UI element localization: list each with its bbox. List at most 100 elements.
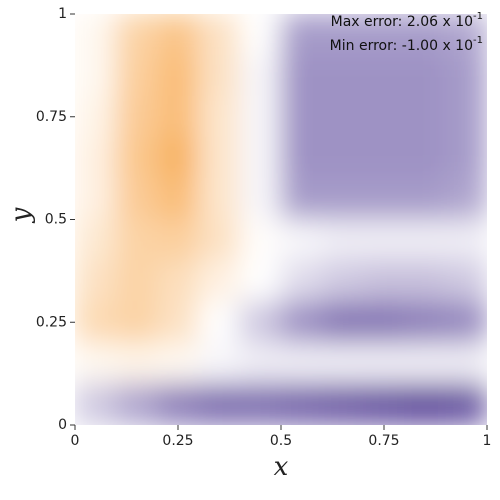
heatmap-cell: [115, 95, 158, 138]
heatmap-cell: [404, 383, 447, 425]
heatmap-cell: [445, 14, 487, 56]
heatmap-cell: [198, 301, 241, 344]
heatmap-cell: [75, 342, 117, 385]
heatmap-cell: [404, 136, 447, 179]
heatmap-cell: [239, 54, 282, 97]
heatmap-cell: [362, 383, 406, 425]
heatmap-cell: [280, 383, 323, 425]
y-tick-label: 0: [58, 417, 67, 433]
annotation: Min error: -1.00 x 10-1: [330, 35, 483, 54]
heatmap-cell: [445, 383, 487, 425]
heatmap-cell: [115, 219, 158, 262]
heatmap-cell: [156, 260, 200, 303]
heatmap-cell: [362, 260, 406, 303]
heatmap-cell: [75, 14, 117, 56]
heatmap-cell: [445, 260, 487, 303]
heatmap-cell: [75, 260, 117, 303]
annotation: Max error: 2.06 x 10-1: [331, 11, 483, 30]
heatmap-cell: [321, 54, 364, 97]
heatmap-cell: [445, 342, 487, 385]
heatmap-cell: [156, 219, 200, 262]
heatmap-cell: [362, 95, 406, 138]
y-tick-label: 0.25: [36, 314, 67, 330]
y-tick-label: 0.5: [45, 212, 67, 228]
annotation-text: Min error: -1.00 x 10: [330, 38, 473, 54]
heatmap: [75, 14, 487, 425]
heatmap-cell: [280, 14, 323, 56]
heatmap-cell: [239, 14, 282, 56]
annotation-exponent: -1: [473, 35, 483, 46]
heatmap-cell: [280, 260, 323, 303]
heatmap-cell: [156, 95, 200, 138]
heatmap-cell: [280, 219, 323, 262]
heatmap-cell: [198, 177, 241, 220]
heatmap-cell: [115, 14, 158, 56]
heatmap-cell: [75, 95, 117, 138]
heatmap-cell: [239, 219, 282, 262]
heatmap-cell: [115, 260, 158, 303]
heatmap-cell: [445, 95, 487, 138]
heatmap-cell: [404, 177, 447, 220]
heatmap-cell: [156, 136, 200, 179]
heatmap-cell: [239, 301, 282, 344]
annotation-text: Max error: 2.06 x 10: [331, 14, 473, 30]
heatmap-cell: [198, 383, 241, 425]
heatmap-cell: [404, 301, 447, 344]
heatmap-cell: [198, 136, 241, 179]
heatmap-cell: [321, 260, 364, 303]
heatmap-cell: [75, 383, 117, 425]
heatmap-cell: [404, 95, 447, 138]
heatmap-cell: [321, 136, 364, 179]
heatmap-cell: [239, 260, 282, 303]
heatmap-cell: [239, 177, 282, 220]
heatmap-cell: [156, 54, 200, 97]
heatmap-cell: [198, 14, 241, 56]
heatmap-cell: [321, 301, 364, 344]
heatmap-cell: [198, 95, 241, 138]
heatmap-cell: [198, 219, 241, 262]
heatmap-cell: [321, 95, 364, 138]
heatmap-cell: [156, 177, 200, 220]
x-tick-label: 0.25: [162, 433, 193, 449]
heatmap-cell: [115, 177, 158, 220]
y-axis-label: y: [6, 207, 36, 223]
y-tick-label: 0.75: [36, 109, 67, 125]
heatmap-cell: [75, 301, 117, 344]
heatmap-cell: [156, 14, 200, 56]
heatmap-cell: [445, 136, 487, 179]
x-axis-label: x: [274, 452, 289, 482]
heatmap-cell: [280, 301, 323, 344]
heatmap-cell: [75, 136, 117, 179]
heatmap-cell: [198, 260, 241, 303]
heatmap-cell: [115, 136, 158, 179]
heatmap-cell: [362, 342, 406, 385]
heatmap-cell: [239, 95, 282, 138]
heatmap-cell: [445, 219, 487, 262]
heatmap-cell: [75, 219, 117, 262]
x-tick-label: 0: [71, 433, 80, 449]
heatmap-cell: [321, 177, 364, 220]
heatmap-cell: [404, 260, 447, 303]
x-tick-label: 0.5: [270, 433, 292, 449]
heatmap-cell: [280, 342, 323, 385]
heatmap-cell: [404, 54, 447, 97]
heatmap-cell: [362, 54, 406, 97]
heatmap-cell: [280, 136, 323, 179]
heatmap-cell: [115, 383, 158, 425]
heatmap-cell: [280, 177, 323, 220]
heatmap-cell: [198, 342, 241, 385]
heatmap-cell: [280, 54, 323, 97]
heatmap-cell: [404, 14, 447, 56]
heatmap-cell: [362, 136, 406, 179]
heatmap-cell: [445, 301, 487, 344]
heatmap-cell: [115, 342, 158, 385]
heatmap-cell: [115, 54, 158, 97]
heatmap-cell: [321, 342, 364, 385]
heatmap-cell: [445, 177, 487, 220]
heatmap-cell: [115, 301, 158, 344]
x-tick-label: 1: [483, 433, 492, 449]
heatmap-cell: [75, 177, 117, 220]
heatmap-cell: [321, 383, 364, 425]
heatmap-cell: [362, 177, 406, 220]
